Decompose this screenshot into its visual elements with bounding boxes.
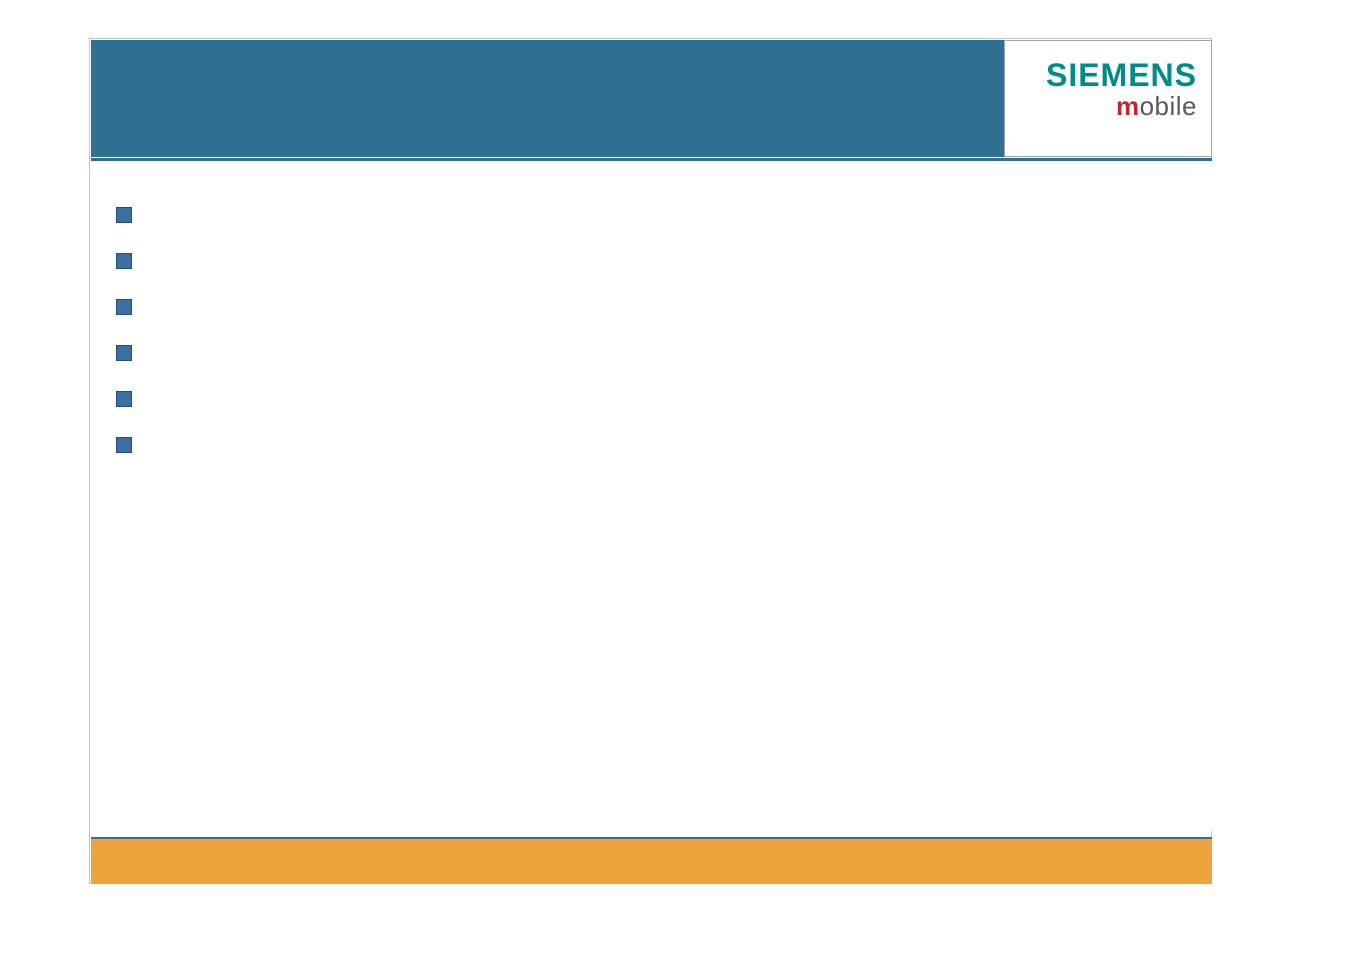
bullet-square-icon — [116, 253, 132, 269]
bullet-square-icon — [116, 299, 132, 315]
content-area — [91, 161, 1212, 831]
bullet-square-icon — [116, 391, 132, 407]
logo-area: SIEMENS mobile — [1004, 40, 1212, 157]
bullet-row — [116, 299, 146, 315]
bullet-row — [116, 391, 146, 407]
bullet-row — [116, 253, 146, 269]
mobile-logo-text: mobile — [1116, 93, 1197, 119]
bullet-square-icon — [116, 207, 132, 223]
mobile-m-letter: m — [1116, 91, 1140, 121]
slide-frame: SIEMENS mobile — [89, 38, 1212, 884]
bullet-row — [116, 345, 146, 361]
bullet-row — [116, 437, 146, 453]
bullet-square-icon — [116, 345, 132, 361]
siemens-logo-text: SIEMENS — [1046, 59, 1197, 91]
bullet-row — [116, 207, 146, 223]
bullet-square-icon — [116, 437, 132, 453]
header-bar — [91, 40, 1004, 157]
footer-bar — [91, 839, 1212, 884]
page-root: SIEMENS mobile — [0, 0, 1351, 954]
mobile-rest-text: obile — [1140, 91, 1197, 121]
